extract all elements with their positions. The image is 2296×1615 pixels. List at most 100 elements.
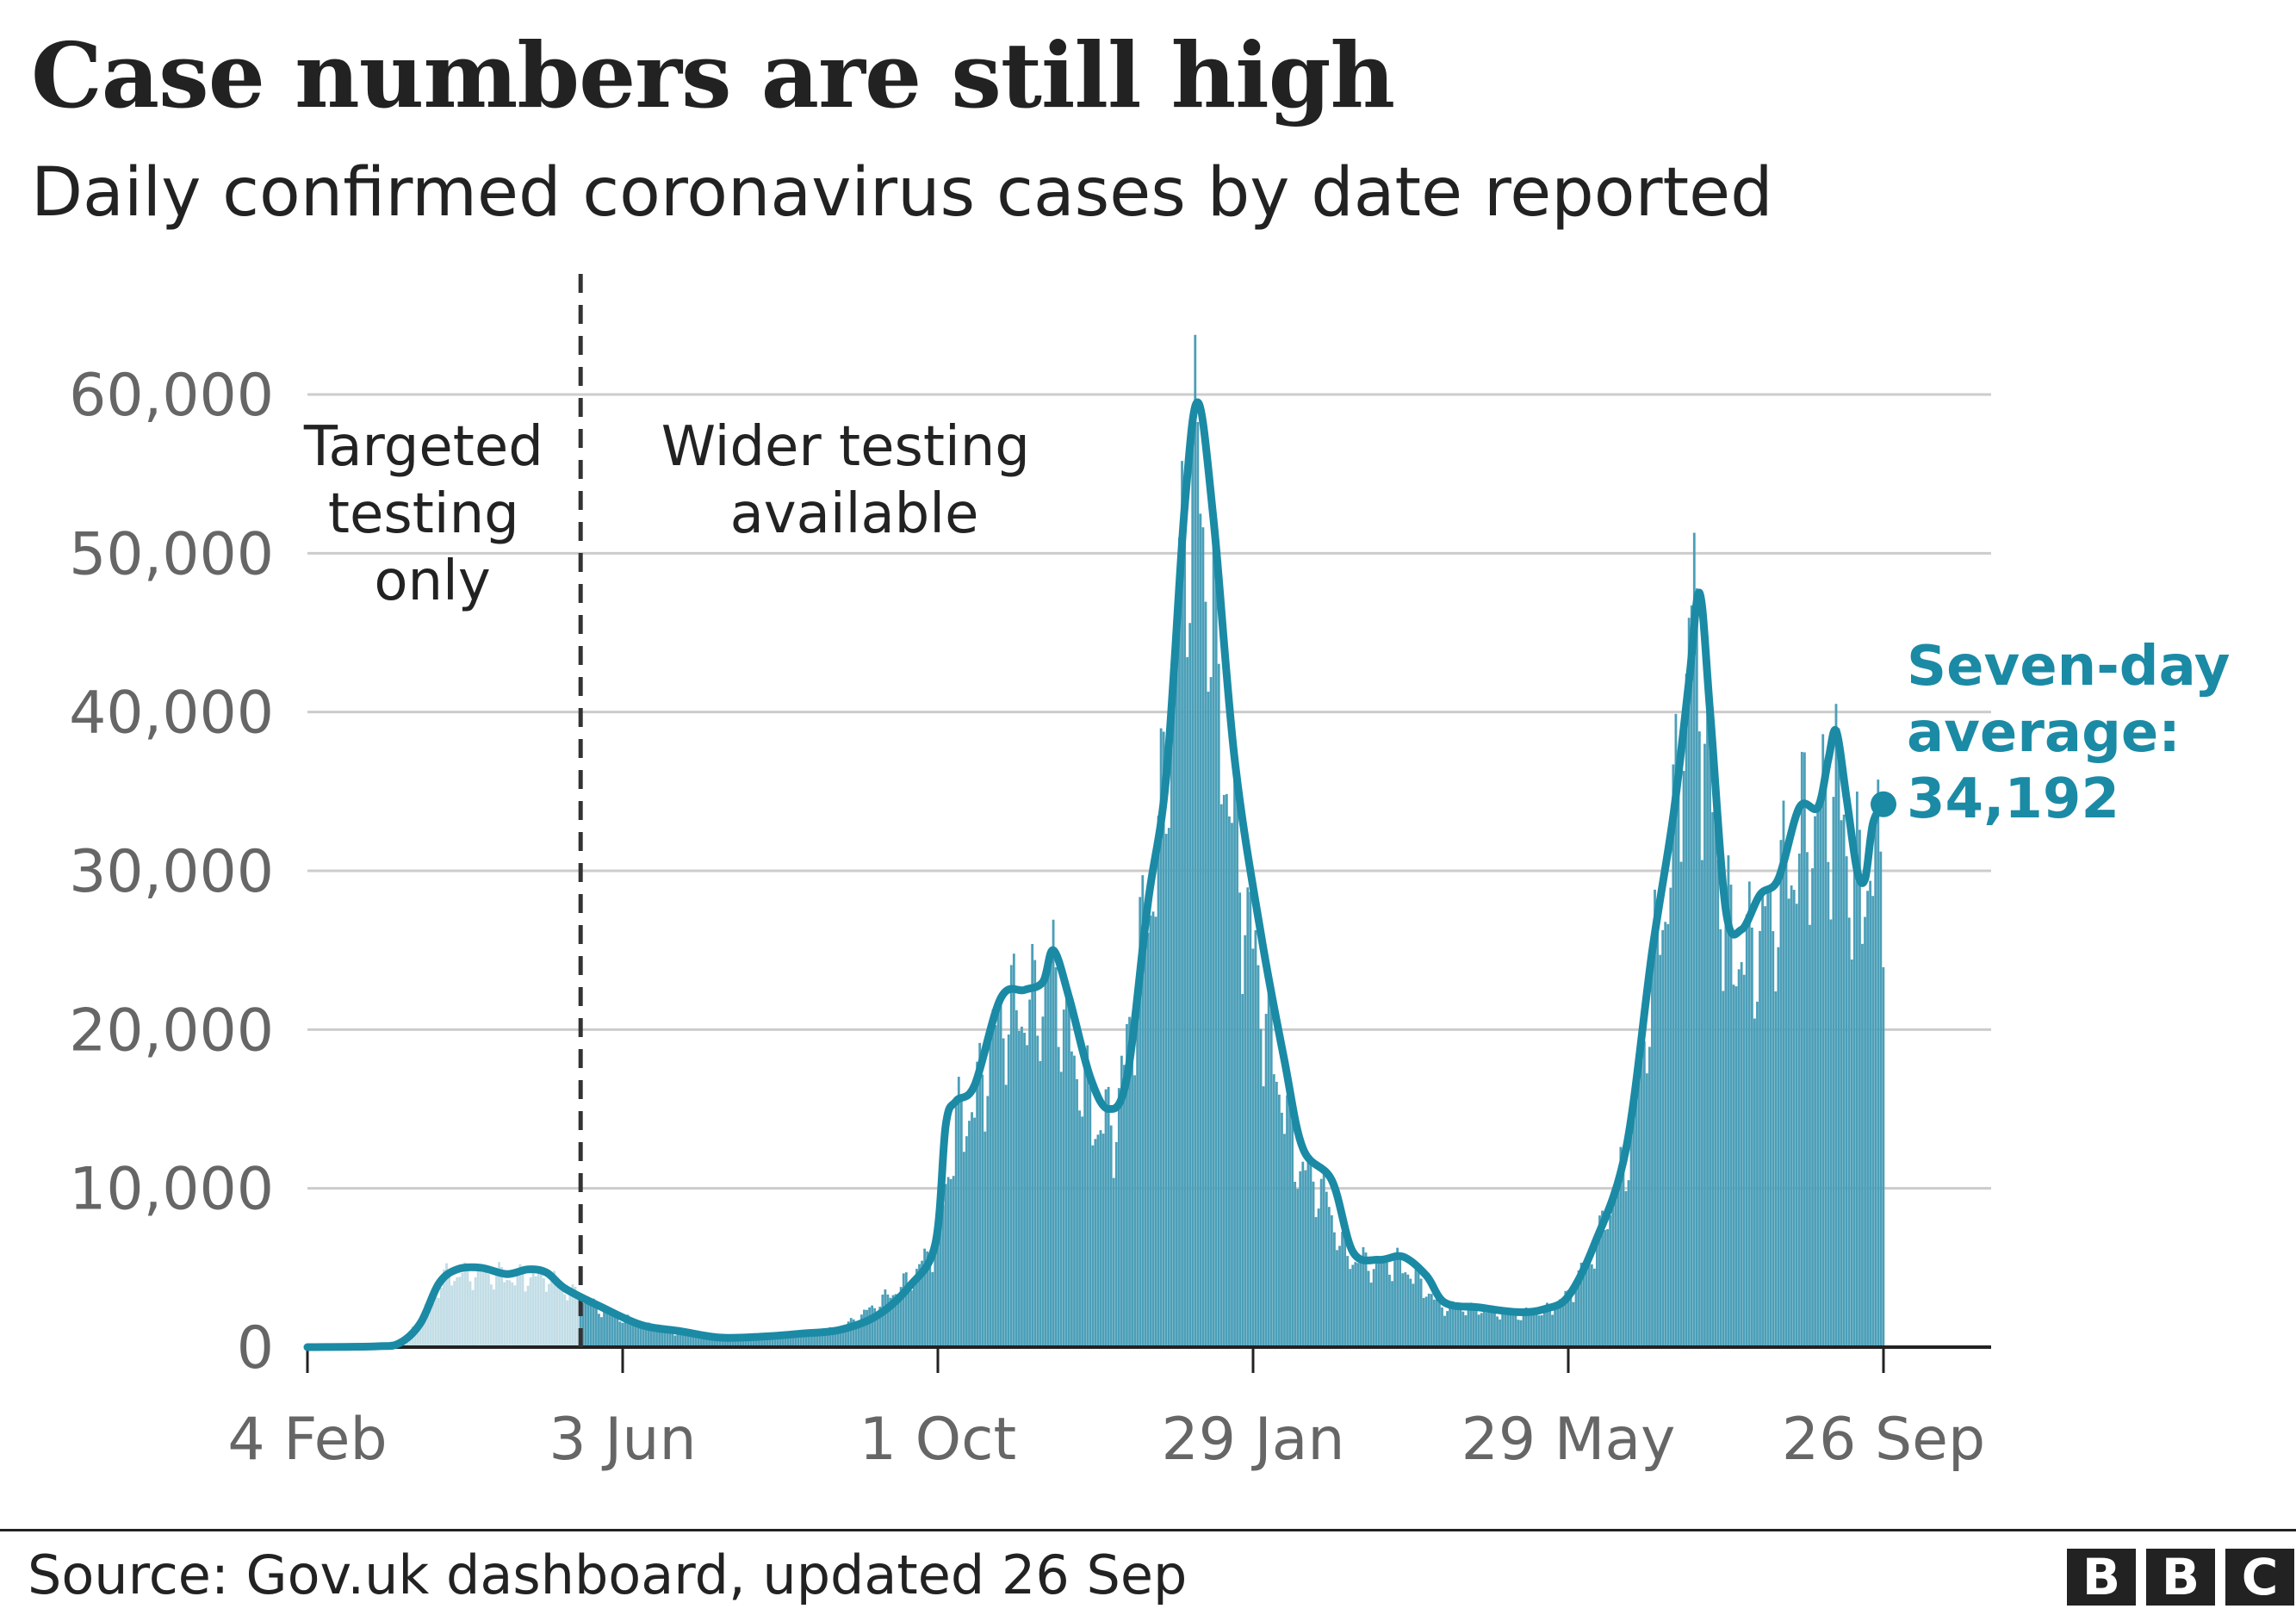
daily-case-bar	[534, 1276, 537, 1347]
daily-case-bar	[763, 1337, 766, 1347]
daily-case-bar	[899, 1287, 903, 1347]
daily-case-bar	[1716, 859, 1720, 1347]
daily-case-bar	[847, 1321, 850, 1347]
daily-case-bar	[1057, 1047, 1060, 1347]
daily-case-bar	[971, 1112, 973, 1347]
daily-case-bar	[1496, 1316, 1499, 1347]
daily-case-bar	[1294, 1182, 1297, 1347]
daily-case-bar	[1312, 1181, 1315, 1347]
daily-case-bar	[1535, 1314, 1538, 1347]
daily-case-bar	[1674, 713, 1678, 1347]
daily-case-bar	[431, 1297, 435, 1347]
daily-case-bar	[1806, 852, 1809, 1347]
daily-case-bar	[1117, 1088, 1120, 1347]
daily-case-bar	[934, 1247, 937, 1347]
daily-case-bar	[506, 1280, 509, 1347]
daily-case-bar	[826, 1330, 829, 1347]
daily-case-bar	[1141, 875, 1145, 1347]
annotation-average-line-3: 34,192	[1907, 767, 2119, 831]
daily-case-bar	[1154, 916, 1157, 1347]
daily-case-bar	[1772, 931, 1775, 1347]
daily-case-bar	[1719, 929, 1722, 1347]
daily-case-bar	[1690, 605, 1693, 1347]
x-axis-tick-labels: 4 Feb 3 Jun 1 Oct 29 Jan 29 May 26 Sep	[227, 1406, 1985, 1474]
daily-case-bar	[773, 1334, 777, 1347]
y-tick-label: 30,000	[69, 838, 274, 906]
daily-case-bar	[708, 1338, 711, 1347]
daily-case-bar	[1569, 1294, 1573, 1347]
case-numbers-chart: 0 10,000 20,000 30,000 40,000 50,000 60,000 4 …	[69, 274, 2231, 1474]
seven-day-average-line	[303, 398, 1888, 1351]
daily-case-bar	[1094, 1139, 1097, 1347]
daily-case-bar	[1614, 1199, 1617, 1347]
daily-case-bar	[1372, 1269, 1375, 1347]
daily-case-bar	[1359, 1258, 1362, 1347]
daily-case-bar	[984, 1131, 987, 1347]
daily-case-bar	[928, 1264, 932, 1347]
daily-case-bar	[1018, 1030, 1021, 1347]
daily-case-bar	[1840, 820, 1843, 1347]
daily-case-bar	[1745, 914, 1748, 1347]
daily-case-bar	[697, 1334, 700, 1347]
daily-case-bar	[1682, 770, 1685, 1347]
daily-case-bar	[1587, 1260, 1591, 1347]
annotation-targeted-line-1: Targeted	[303, 415, 543, 479]
daily-case-bar	[1551, 1314, 1554, 1347]
daily-case-bar	[716, 1338, 719, 1347]
daily-case-bar	[921, 1260, 923, 1347]
daily-case-bar	[605, 1308, 608, 1347]
daily-case-bar	[1522, 1312, 1525, 1347]
daily-case-bar	[705, 1337, 708, 1347]
daily-case-bar	[1107, 1086, 1110, 1347]
daily-case-bar	[621, 1322, 624, 1347]
daily-case-bar	[1701, 860, 1703, 1347]
footer-divider	[0, 1529, 2296, 1531]
bbc-logo-block-3: C	[2225, 1549, 2294, 1606]
daily-case-bar	[1540, 1314, 1543, 1347]
daily-case-bar	[1322, 1168, 1325, 1347]
daily-case-bar	[1364, 1252, 1368, 1347]
daily-case-bar	[813, 1332, 816, 1347]
daily-case-bar	[1747, 881, 1751, 1347]
daily-case-bar	[1222, 794, 1226, 1347]
daily-case-bar	[524, 1291, 527, 1347]
daily-case-bar	[1864, 916, 1866, 1347]
daily-case-bar	[1181, 461, 1183, 1347]
daily-case-bar	[1219, 804, 1223, 1347]
daily-case-bar	[561, 1288, 564, 1347]
daily-case-bar	[1506, 1310, 1510, 1347]
daily-case-bar	[779, 1335, 782, 1347]
daily-case-bar	[1629, 1128, 1633, 1347]
daily-case-bar	[474, 1277, 477, 1347]
annotation-targeted-line-2: testing	[328, 482, 519, 546]
daily-case-bar	[1619, 1146, 1623, 1347]
daily-case-bar	[1217, 663, 1220, 1347]
daily-case-bar	[1672, 764, 1675, 1347]
daily-case-bar	[1104, 1089, 1108, 1347]
x-tick-label: 26 Sep	[1782, 1406, 1985, 1474]
daily-case-bar	[1803, 752, 1806, 1347]
daily-case-bar	[511, 1282, 514, 1347]
daily-case-bar	[1664, 922, 1667, 1347]
daily-case-bar	[1114, 1141, 1118, 1347]
daily-case-bar	[721, 1336, 724, 1347]
daily-case-bar	[545, 1291, 548, 1347]
daily-case-bar	[626, 1314, 630, 1347]
daily-case-bar	[1866, 891, 1869, 1347]
daily-case-bar	[563, 1294, 567, 1347]
daily-case-bar	[1850, 959, 1853, 1347]
daily-case-bar	[1814, 816, 1816, 1347]
daily-case-bar	[594, 1303, 598, 1347]
daily-case-bar	[816, 1332, 818, 1347]
daily-case-bar	[723, 1337, 727, 1347]
daily-case-bar	[1225, 793, 1228, 1347]
daily-case-bar	[421, 1311, 425, 1347]
daily-case-bar	[1809, 924, 1811, 1347]
daily-case-bar	[1236, 780, 1238, 1347]
daily-case-bar	[1183, 521, 1186, 1347]
daily-case-bar	[413, 1325, 417, 1347]
daily-case-bar	[1609, 1214, 1612, 1347]
daily-case-bar	[1346, 1256, 1350, 1347]
daily-case-bar	[1176, 617, 1178, 1347]
daily-case-bar	[1766, 891, 1770, 1347]
